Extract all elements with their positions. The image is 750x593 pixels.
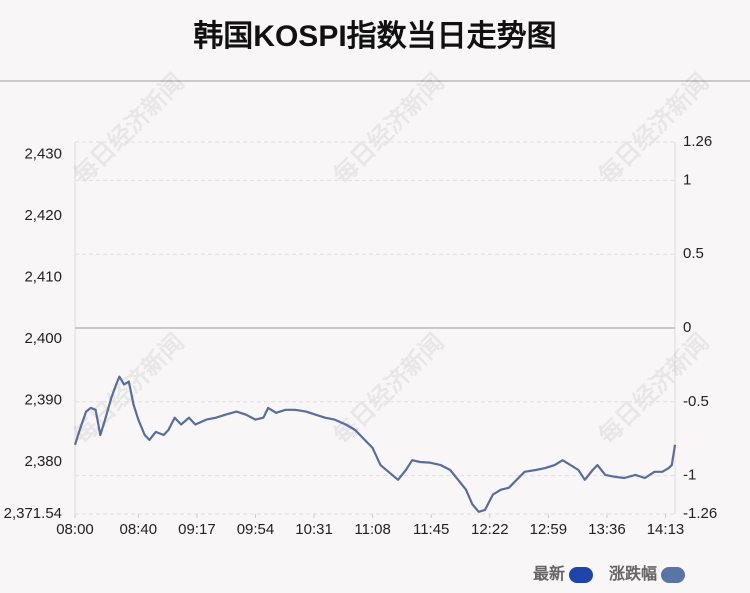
x-tick-label: 11:45 (413, 521, 449, 538)
watermark: 每日经济新闻 (68, 68, 190, 190)
y-tick-label: 2,371.54 (4, 505, 62, 522)
x-tick-label: 14:13 (647, 521, 685, 538)
x-tick-label: 08:40 (120, 521, 158, 538)
legend-swatch (661, 567, 685, 583)
watermark: 每日经济新闻 (328, 68, 450, 190)
watermark: 每日经济新闻 (593, 68, 715, 190)
y2-tick-label: 0.5 (683, 245, 704, 262)
y2-tick-label: 1.26 (683, 133, 712, 150)
y2-tick-label: 0 (683, 319, 691, 336)
legend-swatch (569, 567, 593, 583)
y-tick-label: 2,410 (24, 269, 62, 286)
y-tick-label: 2,430 (24, 146, 62, 163)
y2-tick-label: -1 (683, 467, 696, 484)
x-tick-label: 13:36 (588, 521, 626, 538)
legend-label: 最新 (533, 564, 565, 583)
y2-tick-label: -0.5 (683, 393, 709, 410)
y2-tick-label: 1 (683, 171, 691, 188)
x-tick-label: 08:00 (56, 521, 94, 538)
y-tick-label: 2,380 (24, 453, 62, 470)
watermark: 每日经济新闻 (68, 328, 190, 450)
x-tick-label: 10:31 (295, 521, 333, 538)
y-tick-label: 2,400 (24, 330, 62, 347)
x-tick-label: 12:59 (530, 521, 568, 538)
watermark: 每日经济新闻 (328, 328, 450, 450)
y-tick-label: 2,420 (24, 207, 62, 224)
x-tick-label: 11:08 (354, 521, 390, 538)
x-tick-label: 09:54 (237, 521, 275, 538)
x-tick-label: 12:22 (471, 521, 509, 538)
x-tick-label: 09:17 (178, 521, 216, 538)
chart-title: 韩国KOSPI指数当日走势图 (193, 20, 556, 53)
y-tick-label: 2,390 (24, 392, 62, 409)
y2-tick-label: -1.26 (683, 505, 717, 522)
price-line (73, 375, 677, 513)
legend-label: 涨跌幅 (609, 564, 657, 583)
watermark: 每日经济新闻 (593, 328, 715, 450)
